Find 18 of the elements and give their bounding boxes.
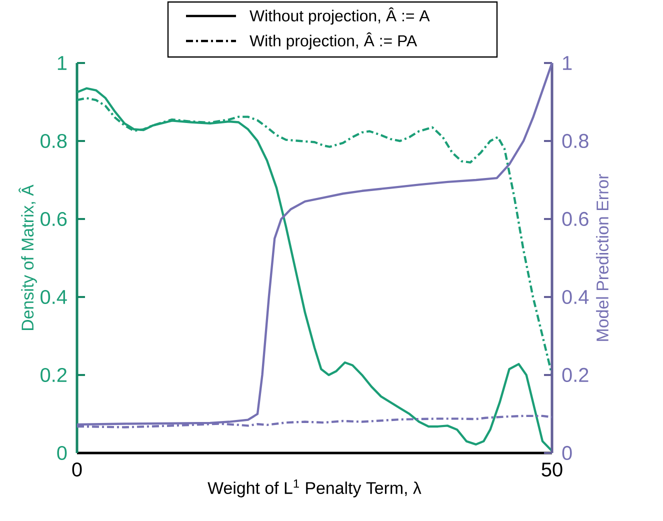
- y2-tick-label: 0.6: [562, 212, 588, 226]
- y-tick-label: 0.6: [40, 212, 67, 226]
- y-tick-label: 1: [58, 56, 67, 70]
- y2-tick-label: 0.4: [562, 290, 589, 304]
- y2-axis-title: Model Prediction Error: [596, 174, 609, 341]
- y-tick-label: 0: [57, 446, 67, 460]
- y-tick-label: 0.8: [40, 134, 67, 148]
- y2-tick-label: 1: [563, 56, 572, 70]
- text: Without projection, Â := A: [250, 7, 430, 25]
- x-tick-label: 50: [542, 462, 562, 477]
- y-tick-label: 0.2: [40, 368, 66, 382]
- y-axis-title: Density of Matrix, Â: [18, 184, 37, 330]
- y-tick-label: 0.4: [40, 290, 67, 304]
- y2-tick-label: 0.2: [562, 368, 588, 382]
- x-axis-title: Weight of L$^{1}$ Penalty Term, λ: [208, 479, 422, 498]
- text: With projection, Â := PA: [250, 32, 418, 50]
- y2-tick-label: 0: [562, 446, 572, 460]
- y2-tick-label: 0.8: [562, 134, 588, 148]
